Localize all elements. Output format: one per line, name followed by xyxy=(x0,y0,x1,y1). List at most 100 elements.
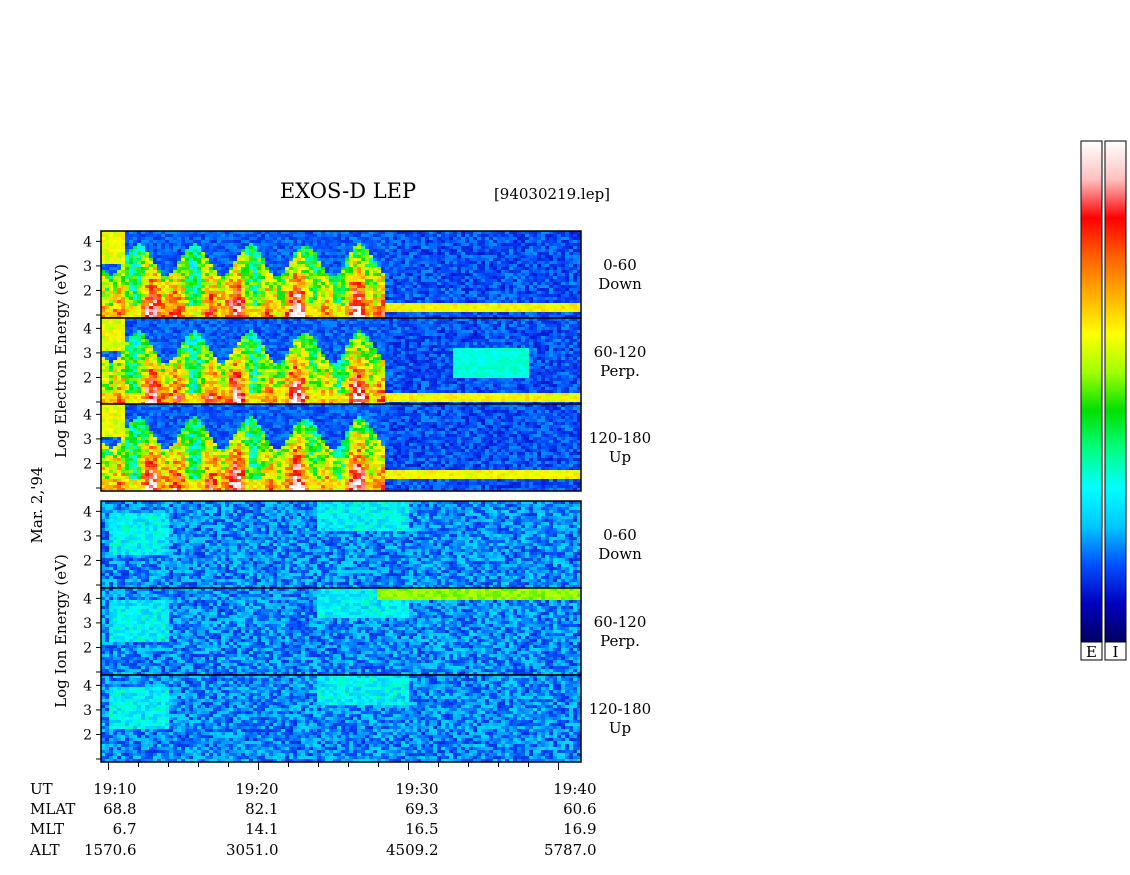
spectrogram-cell xyxy=(325,288,329,291)
spectrogram-cell xyxy=(301,249,305,252)
spectrogram-cell xyxy=(225,312,229,315)
spectrogram-cell xyxy=(189,255,193,258)
spectrogram-cell xyxy=(225,246,229,249)
spectrogram-cell xyxy=(249,285,253,288)
spectrogram-cell xyxy=(153,252,157,255)
spectrogram-cell xyxy=(277,282,281,285)
spectrogram-cell xyxy=(137,288,141,291)
spectrogram-cell xyxy=(353,279,357,282)
spectrogram-cell xyxy=(253,273,257,276)
spectrogram-cell xyxy=(137,285,141,288)
spectrogram-cell xyxy=(349,282,353,285)
spectrogram-cell xyxy=(229,306,233,309)
spectrogram-cell xyxy=(377,312,381,315)
spectrogram-cell xyxy=(369,234,373,237)
spectrogram-cell xyxy=(337,300,341,303)
spectrogram-cell xyxy=(353,297,357,300)
spectrogram-cell xyxy=(121,264,125,267)
spectrogram-cell xyxy=(301,306,305,309)
spectrogram-cell xyxy=(177,291,181,294)
spectrogram-cell xyxy=(141,243,145,246)
spectrogram-cell xyxy=(157,246,161,249)
spectrogram-cell xyxy=(185,291,189,294)
spectrogram-cell xyxy=(117,243,121,246)
spectrogram-cell xyxy=(157,282,161,285)
spectrogram-cell xyxy=(109,249,113,252)
spectrogram-cell xyxy=(193,243,197,246)
spectrogram-cell xyxy=(213,276,217,279)
spectrogram-cell xyxy=(141,267,145,270)
spectrogram-cell xyxy=(129,267,133,270)
spectrogram-cell xyxy=(145,282,149,285)
spectrogram-cell xyxy=(337,252,341,255)
spectrogram-cell xyxy=(281,270,285,273)
spectrogram-cell xyxy=(181,273,185,276)
spectrogram-cell xyxy=(157,306,161,309)
spectrogram-cell xyxy=(169,276,173,279)
spectrogram-cell xyxy=(377,246,381,249)
spectrogram-cell xyxy=(109,294,113,297)
spectrogram-cell xyxy=(261,312,265,315)
spectrogram-cell xyxy=(229,309,233,312)
spectrogram-cell xyxy=(341,237,345,240)
spectrogram-cell xyxy=(293,267,297,270)
spectrogram-cell xyxy=(261,249,265,252)
spectrogram-cell xyxy=(357,243,361,246)
spectrogram-cell xyxy=(201,276,205,279)
spectrogram-cell xyxy=(345,285,349,288)
spectrogram-cell xyxy=(113,264,117,267)
spectrogram-cell xyxy=(337,294,341,297)
spectrogram-cell xyxy=(365,291,369,294)
spectrogram-cell xyxy=(325,261,329,264)
spectrogram-cell xyxy=(341,303,345,306)
spectrogram-cell xyxy=(105,270,109,273)
spectrogram-cell xyxy=(229,312,233,315)
spectrogram-cell xyxy=(105,255,109,258)
spectrogram-cell xyxy=(237,306,241,309)
spectrogram-cell xyxy=(189,240,193,243)
spectrogram-cell xyxy=(361,276,365,279)
spectrogram-cell xyxy=(373,261,377,264)
spectrogram-cell xyxy=(297,246,301,249)
spectrogram-cell xyxy=(165,252,169,255)
spectrogram-cell xyxy=(321,246,325,249)
spectrogram-cell xyxy=(205,273,209,276)
spectrogram-panels: 2340-60Down23460-120Perp.234120-180Up234… xyxy=(83,231,651,762)
spectrogram-cell xyxy=(313,273,317,276)
spectrogram-cell xyxy=(293,279,297,282)
spectrogram-cell xyxy=(273,249,277,252)
spectrogram-cell xyxy=(213,237,217,240)
spectrogram-cell xyxy=(185,297,189,300)
spectrogram-cell xyxy=(285,270,289,273)
spectrogram-cell xyxy=(257,288,261,291)
spectrogram-cell xyxy=(249,258,253,261)
spectrogram-cell xyxy=(249,306,253,309)
spectrogram-cell xyxy=(321,309,325,312)
spectrogram-cell xyxy=(285,294,289,297)
spectrogram-cell xyxy=(349,243,353,246)
spectrogram-cell xyxy=(261,237,265,240)
spectrogram-cell xyxy=(277,288,281,291)
spectrogram-cell xyxy=(381,252,385,255)
spectrogram-cell xyxy=(329,282,333,285)
spectrogram-cell xyxy=(241,273,245,276)
spectrogram-cell xyxy=(237,273,241,276)
spectrogram-cell xyxy=(349,267,353,270)
spectrogram-cell xyxy=(377,297,381,300)
spectrogram-cell xyxy=(109,309,113,312)
spectrogram-cell xyxy=(337,273,341,276)
spectrogram-cell xyxy=(365,234,369,237)
spectrogram-cell xyxy=(197,279,201,282)
spectrogram-cell xyxy=(353,246,357,249)
spectrogram-cell xyxy=(313,249,317,252)
spectrogram-cell xyxy=(361,255,365,258)
spectrogram-cell xyxy=(189,258,193,261)
spectrogram-cell xyxy=(129,282,133,285)
spectrogram-cell xyxy=(121,240,125,243)
spectrogram-cell xyxy=(213,303,217,306)
spectrogram-cell xyxy=(277,294,281,297)
spectrogram-cell xyxy=(233,285,237,288)
spectrogram-cell xyxy=(229,276,233,279)
spectrogram-cell xyxy=(149,234,153,237)
spectrogram-cell xyxy=(209,297,213,300)
